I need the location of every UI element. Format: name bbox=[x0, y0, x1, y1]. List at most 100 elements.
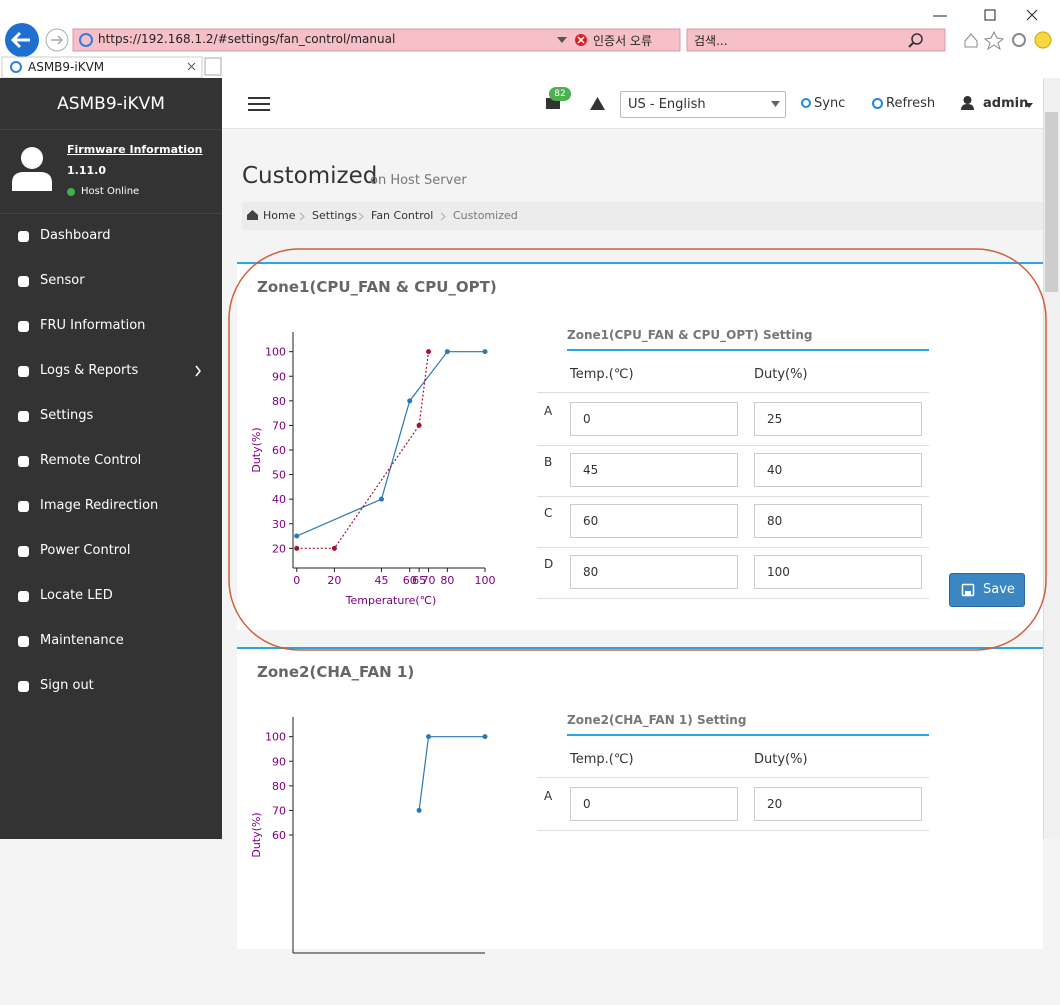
sep-shape bbox=[299, 212, 305, 221]
smiley-icon[interactable] bbox=[1034, 31, 1052, 49]
menu-icon-shape bbox=[18, 231, 29, 242]
x-tick-label: 45 bbox=[374, 574, 388, 587]
y-tick-label: 50 bbox=[272, 469, 286, 482]
series-point bbox=[426, 349, 432, 355]
sync[interactable]: Sync bbox=[814, 96, 846, 111]
zone-title: Zone1(CPU_FAN & CPU_OPT) bbox=[257, 278, 497, 296]
tab-icon bbox=[10, 61, 22, 73]
favorites-icon[interactable] bbox=[983, 30, 1005, 51]
series-point bbox=[482, 734, 488, 740]
host-status: Host Online bbox=[81, 186, 140, 197]
row-divider bbox=[537, 598, 929, 599]
menu-item[interactable]: FRU Information bbox=[40, 318, 146, 333]
url: https://192.168.1.2/#settings/fan_contro… bbox=[98, 32, 396, 46]
y-tick-label: 60 bbox=[272, 829, 286, 842]
menu-item[interactable]: Settings bbox=[40, 408, 94, 423]
setting-title: Zone1(CPU_FAN & CPU_OPT) Setting bbox=[567, 328, 813, 342]
address-bar[interactable] bbox=[72, 28, 681, 52]
scroll-thumb bbox=[1045, 112, 1058, 292]
menu-item[interactable]: Locate LED bbox=[40, 588, 113, 603]
firmware-link[interactable]: Firmware Information bbox=[67, 143, 203, 156]
series-point bbox=[416, 807, 422, 813]
new-tab[interactable] bbox=[204, 57, 222, 76]
breadcrumb-item[interactable]: Fan Control bbox=[371, 209, 434, 222]
breadcrumb-item[interactable]: Home bbox=[263, 209, 296, 222]
menu-item[interactable]: Power Control bbox=[40, 543, 131, 558]
input-value: 20 bbox=[767, 797, 783, 811]
menu-icon bbox=[18, 276, 29, 287]
home-shape bbox=[247, 210, 258, 220]
y-axis-label: Duty(%) bbox=[250, 427, 263, 472]
page: https://192.168.1.2/#settings/fan_contro… bbox=[0, 0, 1060, 954]
tab-close[interactable] bbox=[187, 62, 196, 71]
x-tick-label: 70 bbox=[422, 574, 436, 587]
search-bar[interactable] bbox=[686, 28, 946, 52]
menu-item[interactable]: Logs & Reports bbox=[40, 363, 139, 378]
y-tick-label: 100 bbox=[265, 346, 286, 359]
breadcrumb-separator bbox=[440, 212, 446, 221]
search-icon bbox=[911, 33, 923, 45]
status-dot bbox=[67, 188, 75, 196]
menu-item[interactable]: Sensor bbox=[40, 273, 85, 288]
breadcrumb-item[interactable]: Settings bbox=[312, 209, 358, 222]
menu-item[interactable]: Image Redirection bbox=[40, 498, 159, 513]
sidebar bbox=[0, 78, 222, 839]
series-line bbox=[296, 351, 430, 549]
menu-icon-shape bbox=[18, 546, 29, 557]
input-box[interactable] bbox=[570, 787, 738, 821]
avatar-body bbox=[12, 172, 52, 191]
sync-shape bbox=[801, 98, 811, 108]
input-value: 0 bbox=[583, 797, 591, 811]
user-head bbox=[963, 96, 972, 104]
row-label: A bbox=[544, 789, 553, 803]
user-body bbox=[961, 104, 974, 110]
column-header: Duty(%) bbox=[754, 367, 808, 382]
input-value: 100 bbox=[767, 565, 790, 579]
input-box[interactable] bbox=[570, 402, 738, 436]
refresh-icon bbox=[872, 98, 883, 109]
x-tick-label: 100 bbox=[475, 574, 496, 587]
y-tick-label: 70 bbox=[272, 419, 286, 432]
cert-x bbox=[577, 36, 585, 44]
language-select[interactable] bbox=[620, 91, 786, 118]
window-controls[interactable] bbox=[933, 9, 1038, 21]
y-axis-label: Duty(%) bbox=[250, 812, 263, 857]
menu-item[interactable]: Remote Control bbox=[40, 453, 142, 468]
setting-underline bbox=[567, 734, 929, 736]
user[interactable]: admin bbox=[983, 96, 1029, 111]
x-tick-label: 80 bbox=[440, 574, 454, 587]
series-point bbox=[444, 349, 450, 355]
refresh[interactable]: Refresh bbox=[886, 96, 936, 111]
hamburger-line bbox=[248, 109, 270, 111]
warning-icon bbox=[590, 97, 605, 110]
menu-item[interactable]: Dashboard bbox=[40, 228, 111, 243]
menu-item[interactable]: Maintenance bbox=[40, 633, 124, 648]
cert-error[interactable]: 인증서 오류 bbox=[593, 34, 653, 48]
search-placeholder: 검색... bbox=[694, 34, 728, 48]
x-tick-label: 0 bbox=[293, 574, 300, 587]
series-line bbox=[418, 736, 485, 811]
tools-icon[interactable] bbox=[1012, 33, 1026, 47]
row-divider bbox=[537, 496, 929, 497]
avatar bbox=[12, 147, 52, 191]
menu-icon bbox=[18, 456, 29, 467]
search-handle bbox=[908, 42, 914, 48]
refresh-shape bbox=[872, 98, 883, 109]
row-label: A bbox=[544, 404, 553, 418]
tab-title: ASMB9-iKVM bbox=[28, 60, 105, 74]
setting-underline bbox=[567, 349, 929, 351]
chevron-shape bbox=[195, 365, 201, 377]
menu-item[interactable]: Sign out bbox=[40, 678, 94, 693]
y-tick-label: 60 bbox=[272, 444, 286, 457]
menu-icon bbox=[18, 591, 29, 602]
row-label: C bbox=[544, 506, 553, 520]
tab[interactable] bbox=[1, 56, 203, 78]
menu-icon bbox=[18, 231, 29, 242]
notification-badge[interactable]: 82 bbox=[549, 87, 571, 101]
brand: ASMB9-iKVM bbox=[57, 94, 165, 114]
page-subtitle: on Host Server bbox=[370, 173, 467, 188]
fan-curve-chart: 60 70 80 90 100 Duty(%) bbox=[250, 717, 488, 954]
row-label: B bbox=[544, 455, 553, 469]
home-icon[interactable] bbox=[964, 33, 978, 48]
input-box[interactable] bbox=[754, 787, 922, 821]
